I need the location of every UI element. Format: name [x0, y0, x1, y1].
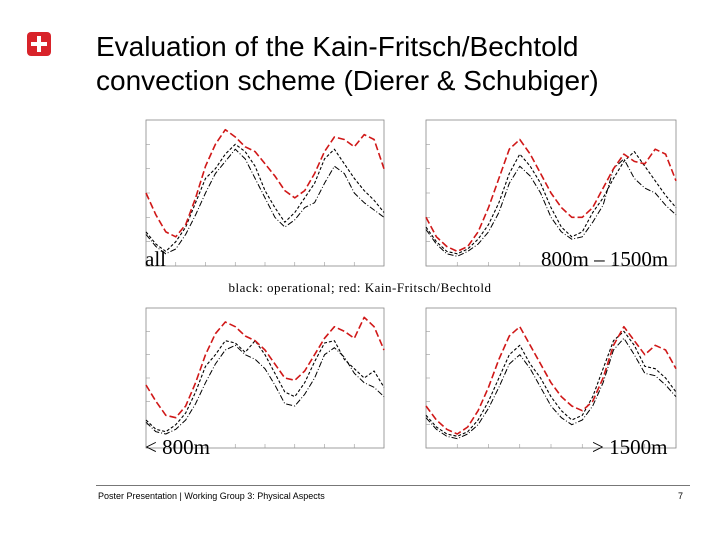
series-line-operational-2	[425, 337, 677, 440]
series-line-operational-2	[145, 148, 385, 255]
title-line-1: Evaluation of the Kain-Fritsch/Bechtold	[96, 31, 579, 62]
chart-high-altitude	[425, 307, 677, 449]
chart-all	[145, 119, 385, 267]
slide-title: Evaluation of the Kain-Fritsch/Bechtold …	[96, 30, 716, 98]
series-line-operational-2	[145, 344, 385, 435]
panel-label-all: all	[145, 247, 166, 271]
chart-panel-high-altitude	[398, 300, 682, 472]
chart-mid-altitude	[425, 119, 677, 267]
plot-frame	[425, 307, 677, 449]
series-line-kain-fritsch	[145, 128, 385, 238]
chart-panel-mid-altitude	[398, 112, 682, 272]
footer-divider	[96, 485, 690, 486]
chart-panel-low-altitude	[118, 300, 390, 472]
plot-frame	[145, 307, 385, 449]
series-line-operational	[425, 151, 677, 255]
chart-low-altitude	[145, 307, 385, 449]
series-line-operational	[145, 340, 385, 433]
footer-text: Poster Presentation | Working Group 3: P…	[98, 491, 325, 501]
swiss-cross-logo	[27, 32, 51, 56]
title-line-2: convection scheme (Dierer & Schubiger)	[96, 65, 599, 96]
series-line-kain-fritsch	[425, 325, 677, 435]
panel-label-low-altitude: < 800m	[145, 435, 210, 459]
series-line-kain-fritsch	[425, 138, 677, 253]
page-number: 7	[678, 491, 684, 501]
panel-label-mid-altitude: 800m – 1500m	[541, 247, 669, 271]
series-line-operational	[425, 330, 677, 437]
series-line-kain-fritsch	[145, 316, 385, 419]
chart-panel-all	[118, 112, 390, 272]
panel-label-high-altitude: > 1500m	[592, 435, 668, 459]
legend-note: black: operational; red: Kain-Fritsch/Be…	[228, 280, 492, 295]
